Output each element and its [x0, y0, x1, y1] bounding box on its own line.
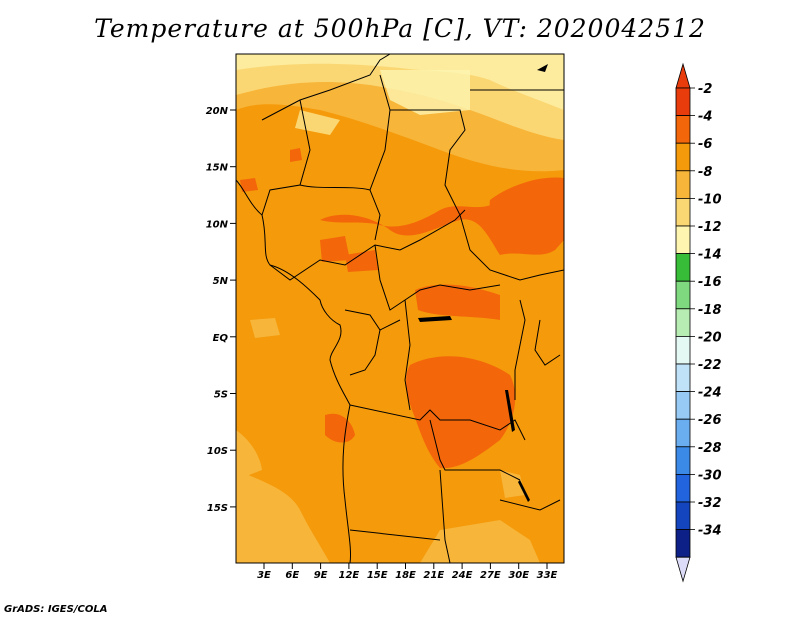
lon-label: 21E [423, 570, 444, 581]
plot-frame [235, 53, 565, 564]
colorbar-swatch [675, 87, 691, 117]
longitude-axis: 3E 6E 9E 12E 15E 18E 21E 24E 27E 30E 33E [257, 563, 558, 581]
colorbar-swatch [675, 391, 691, 420]
colorbar-top-arrow [675, 62, 691, 89]
colorbar-bottom-arrow [675, 556, 691, 583]
colorbar-swatch [675, 253, 691, 282]
colorbar-swatch [675, 142, 691, 172]
colorbar-swatch [675, 473, 691, 503]
colorbar-label: -4 [698, 110, 712, 125]
map-title: Temperature at 500hPa [C], VT: 202004251… [94, 14, 706, 43]
grads-credit: GrADS: IGES/COLA [4, 604, 108, 615]
lat-label: 15N [206, 163, 229, 174]
country-borders [236, 54, 564, 563]
colorbar-label: -24 [698, 386, 722, 401]
colorbar-label: -22 [698, 358, 722, 373]
lon-label: 27E [480, 570, 501, 581]
colorbar-label: -2 [698, 82, 712, 97]
lat-label: EQ [213, 333, 229, 344]
latitude-axis: 20N 15N 10N 5N EQ 5S 10S 15S [206, 106, 236, 514]
lon-label: 18E [395, 570, 416, 581]
colorbar-label: -34 [698, 524, 722, 539]
lon-label: 12E [339, 570, 360, 581]
lon-label: 15E [367, 570, 388, 581]
temperature-field [236, 54, 564, 563]
colorbar-swatch [675, 280, 691, 310]
colorbar-label: -30 [698, 468, 722, 483]
colorbar-swatch [675, 363, 691, 393]
lakes [418, 64, 548, 502]
colorbar-swatch [675, 115, 691, 144]
colorbar-swatch [675, 225, 691, 255]
lat-label: 15S [207, 503, 228, 514]
colorbar-label: -28 [698, 441, 722, 456]
colorbar-label: -32 [698, 496, 722, 511]
lon-label: 6E [285, 570, 299, 581]
colorbar-label: -6 [698, 137, 712, 152]
colorbar-swatch [675, 197, 691, 227]
colorbar-swatch [675, 335, 691, 365]
colorbar-swatch [675, 529, 691, 558]
lat-label: 5N [213, 276, 229, 287]
colorbar-label: -16 [698, 275, 722, 290]
lon-label: 3E [257, 570, 271, 581]
lat-label: 5S [214, 390, 228, 401]
lat-label: 20N [206, 106, 229, 117]
lat-label: 10S [207, 446, 228, 457]
colorbar-swatch [675, 501, 691, 531]
colorbar-label: -26 [698, 413, 722, 428]
colorbar: -2 -4 -6 -8 -10 -12 -14 -16 -18 -20 -22 -24 -26 -28 -3… [675, 62, 722, 583]
lat-label: 10N [206, 219, 229, 230]
lon-label: 30E [508, 570, 529, 581]
colorbar-swatch [675, 446, 691, 475]
colorbar-label: -8 [698, 165, 712, 180]
colorbar-swatch [675, 170, 691, 199]
colorbar-swatch [675, 418, 691, 448]
colorbar-label: -12 [698, 220, 722, 235]
colorbar-label: -14 [698, 248, 722, 263]
lon-label: 24E [452, 570, 473, 581]
colorbar-label: -18 [698, 303, 722, 318]
colorbar-label: -20 [698, 330, 722, 345]
colorbar-swatch [675, 308, 691, 337]
colorbar-label: -10 [698, 192, 722, 207]
lon-label: 9E [314, 570, 328, 581]
lon-label: 33E [537, 570, 558, 581]
